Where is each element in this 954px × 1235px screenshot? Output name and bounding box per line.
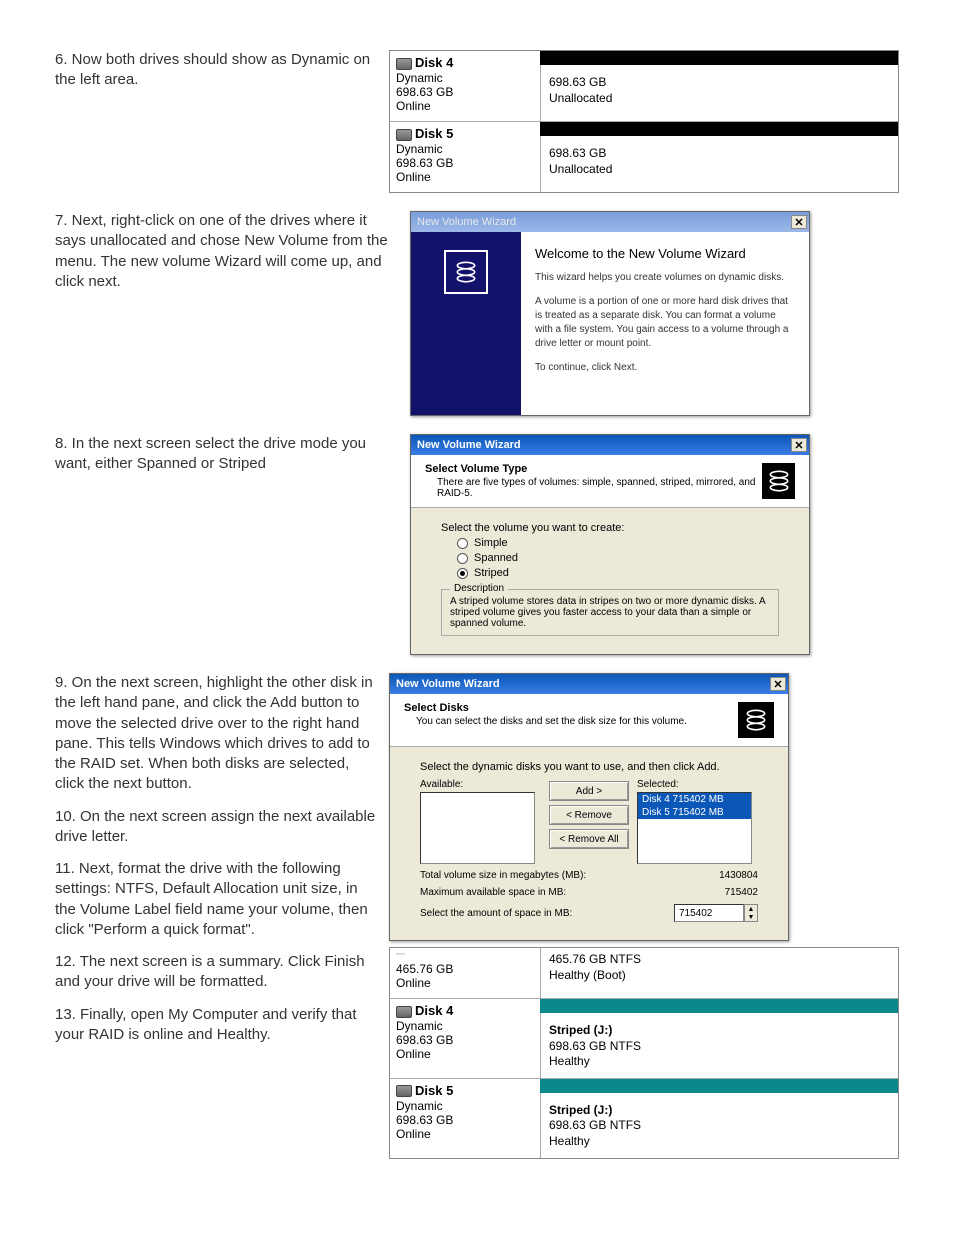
wizard1-desc1: This wizard helps you create volumes on … <box>535 271 793 285</box>
wizard3-sub: You can select the disks and set the dis… <box>416 716 687 727</box>
selected-listbox[interactable]: Disk 4 715402 MB Disk 5 715402 MB <box>637 792 752 864</box>
disk-partial-vol-size: 465.76 GB NTFS <box>549 952 890 968</box>
wizard1-heading: Welcome to the New Volume Wizard <box>535 246 793 261</box>
bottom-disk5-vol-status: Healthy <box>549 1134 890 1150</box>
wizard2-sub: There are five types of volumes: simple,… <box>437 477 762 499</box>
bottom-disk4-type: Dynamic <box>396 1019 534 1033</box>
selected-item-disk4[interactable]: Disk 4 715402 MB <box>638 793 751 806</box>
opt-spanned-label: Spanned <box>474 552 518 564</box>
disk-partial-size: 465.76 GB <box>396 962 534 976</box>
wizard1-title: New Volume Wizard <box>417 216 516 228</box>
disk5-vol-status: Unallocated <box>549 162 890 178</box>
disk-icon <box>396 1006 412 1018</box>
available-label: Available: <box>420 779 541 790</box>
wizard-disk-icon <box>444 250 488 294</box>
wizard3-prompt: Select the dynamic disks you want to use… <box>420 761 758 773</box>
wizard2-desc: A striped volume stores data in stripes … <box>450 596 770 629</box>
selected-item-disk5[interactable]: Disk 5 715402 MB <box>638 806 751 819</box>
disk-panel-bottom: ˇˇˇ 465.76 GB Online 465.76 GB NTFS Heal… <box>389 947 899 1159</box>
bottom-disk4-size: 698.63 GB <box>396 1033 534 1047</box>
bottom-disk4-vol-size: 698.63 GB NTFS <box>549 1039 890 1055</box>
bottom-disk5-type: Dynamic <box>396 1099 534 1113</box>
selected-label: Selected: <box>637 779 758 790</box>
total-size-value: 1430804 <box>719 870 758 881</box>
disk-icon <box>396 1085 412 1097</box>
amount-spinner[interactable]: ▲▼ <box>744 904 758 922</box>
disk4-size: 698.63 GB <box>396 85 534 99</box>
bottom-disk5-name: Disk 5 <box>415 1083 453 1098</box>
disk4-vol-size: 698.63 GB <box>549 75 890 91</box>
disk-icon <box>396 129 412 141</box>
desc-legend: Description <box>450 583 508 594</box>
remove-all-button[interactable]: < Remove All <box>549 829 629 849</box>
disk5-size: 698.63 GB <box>396 156 534 170</box>
step-6-text: 6. Now both drives should show as Dynami… <box>55 50 379 91</box>
amount-label: Select the amount of space in MB: <box>420 908 572 919</box>
wizard3-title: New Volume Wizard <box>396 678 500 690</box>
disk4-bar <box>540 51 898 65</box>
amount-input[interactable]: 715402 <box>674 904 744 922</box>
bottom-disk5-size: 698.63 GB <box>396 1113 534 1127</box>
bottom-disk4-name: Disk 4 <box>415 1003 453 1018</box>
wizard1-desc3: To continue, click Next. <box>535 361 793 375</box>
opt-simple-label: Simple <box>474 537 508 549</box>
bottom-disk5-bar <box>540 1079 898 1093</box>
disk4-name: Disk 4 <box>415 55 453 70</box>
wizard1-desc2: A volume is a portion of one or more har… <box>535 295 793 351</box>
disk-icon <box>396 58 412 70</box>
wizard-disk-icon <box>762 463 795 499</box>
close-icon[interactable]: ✕ <box>770 677 786 691</box>
wizard3-header: Select Disks <box>404 702 687 714</box>
bottom-disk4-vol-status: Healthy <box>549 1054 890 1070</box>
step-7-text: 7. Next, right-click on one of the drive… <box>55 211 400 292</box>
step-12-text: 12. The next screen is a summary. Click … <box>55 952 379 993</box>
radio-spanned[interactable]: Spanned <box>457 552 779 564</box>
available-listbox[interactable] <box>420 792 535 864</box>
radio-simple[interactable]: Simple <box>457 537 779 549</box>
disk5-type: Dynamic <box>396 142 534 156</box>
disk5-name: Disk 5 <box>415 126 453 141</box>
bottom-disk5-vol-name: Striped (J:) <box>549 1103 890 1119</box>
disk-partial-vol-status: Healthy (Boot) <box>549 968 890 984</box>
bottom-disk5-vol-size: 698.63 GB NTFS <box>549 1118 890 1134</box>
remove-button[interactable]: < Remove <box>549 805 629 825</box>
wizard2-prompt: Select the volume you want to create: <box>441 522 779 534</box>
step-11-text: 11. Next, format the drive with the foll… <box>55 859 379 940</box>
bottom-disk5-status: Online <box>396 1127 534 1141</box>
close-icon[interactable]: ✕ <box>791 215 807 229</box>
close-icon[interactable]: ✕ <box>791 438 807 452</box>
wizard2-title: New Volume Wizard <box>417 439 521 451</box>
bottom-disk4-vol-name: Striped (J:) <box>549 1023 890 1039</box>
wizard-volume-type: New Volume Wizard ✕ Select Volume Type T… <box>410 434 810 655</box>
disk-partial-status: Online <box>396 976 534 990</box>
wizard-select-disks: New Volume Wizard ✕ Select Disks You can… <box>389 673 789 941</box>
wizard-welcome: New Volume Wizard ✕ Welcome to the New V… <box>410 211 810 416</box>
wizard-disk-icon <box>738 702 774 738</box>
disk5-status: Online <box>396 170 534 184</box>
radio-striped[interactable]: Striped <box>457 567 779 579</box>
step-13-text: 13. Finally, open My Computer and verify… <box>55 1005 379 1046</box>
disk-panel-top: Disk 4 Dynamic 698.63 GB Online 698.63 G… <box>389 50 899 193</box>
step-10-text: 10. On the next screen assign the next a… <box>55 807 379 848</box>
max-space-label: Maximum available space in MB: <box>420 887 566 898</box>
wizard2-header: Select Volume Type <box>425 463 762 475</box>
add-button[interactable]: Add > <box>549 781 629 801</box>
disk4-type: Dynamic <box>396 71 534 85</box>
bottom-disk4-status: Online <box>396 1047 534 1061</box>
max-space-value: 715402 <box>725 887 758 898</box>
step-8-text: 8. In the next screen select the drive m… <box>55 434 400 475</box>
disk4-vol-status: Unallocated <box>549 91 890 107</box>
disk4-status: Online <box>396 99 534 113</box>
disk5-vol-size: 698.63 GB <box>549 146 890 162</box>
total-size-label: Total volume size in megabytes (MB): <box>420 870 586 881</box>
disk5-bar <box>540 122 898 136</box>
opt-striped-label: Striped <box>474 567 509 579</box>
bottom-disk4-bar <box>540 999 898 1013</box>
step-9-text: 9. On the next screen, highlight the oth… <box>55 673 379 795</box>
